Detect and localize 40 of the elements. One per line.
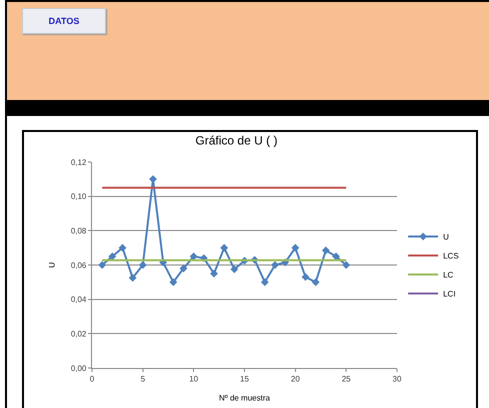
legend-label: LCS (443, 252, 459, 261)
point (118, 244, 126, 252)
y-tick-label: 0,12 (70, 158, 87, 167)
point (169, 278, 178, 286)
x-tick-label: 0 (90, 374, 95, 384)
x-tick-label: 20 (290, 374, 300, 384)
legend-label: LC (443, 270, 454, 280)
point (312, 278, 320, 286)
y-tick-label: 0,00 (70, 364, 87, 373)
y-tick-label: 0,08 (70, 226, 87, 236)
chart-title: Gráfico de U ( ) (195, 134, 278, 148)
x-tick-label: 15 (240, 374, 250, 384)
point (230, 265, 238, 274)
x-tick-label: 5 (140, 374, 146, 384)
text: DATOS (22, 8, 106, 34)
x-tick-label: 30 (392, 374, 402, 384)
y-tick-label: 0,02 (70, 329, 87, 338)
point (260, 278, 269, 286)
legend-label: LCI (443, 290, 456, 299)
y-tick-label: 0,06 (70, 260, 87, 270)
point (128, 274, 137, 282)
y-tick-label: 0,04 (70, 295, 87, 304)
y-axis-title: U (48, 262, 57, 268)
point (322, 246, 330, 254)
point (190, 252, 198, 260)
point (302, 273, 310, 281)
point (210, 270, 218, 278)
x-axis-title: Nº de muestra (219, 394, 271, 403)
point (180, 264, 188, 272)
point (342, 261, 350, 269)
legend-label: U (443, 232, 450, 242)
x-tick-label: 25 (342, 374, 352, 384)
point (271, 261, 279, 269)
point (108, 252, 116, 260)
x-tick-label: 10 (189, 374, 199, 384)
point (98, 261, 106, 269)
point (220, 244, 228, 252)
y-tick-label: 0,10 (70, 192, 87, 202)
point (138, 261, 147, 269)
point (291, 244, 300, 252)
